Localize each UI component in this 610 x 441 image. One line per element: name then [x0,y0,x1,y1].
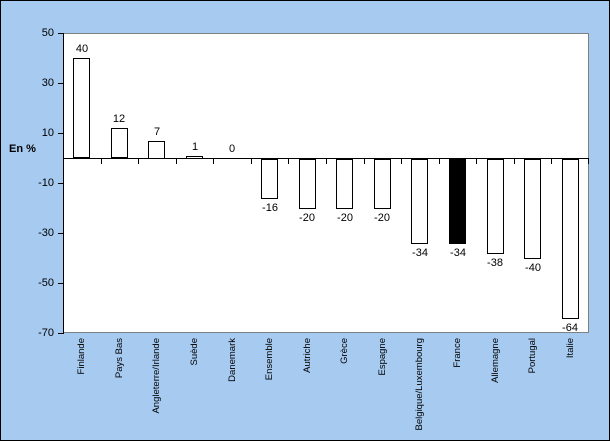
bar-france [449,159,466,244]
bar-value-label-pays-bas: 12 [112,113,126,125]
category-label-cell-ensemble: Ensemble [251,338,289,440]
category-label-belgique-luxembourg: Belgique/Luxembourg [414,338,426,431]
x-axis-tick [588,158,589,164]
y-axis-tick [58,233,63,234]
y-axis-tick-label: -70 [38,327,54,339]
category-label-portugal: Portugal [527,338,539,374]
bar-allemagne [487,159,504,254]
x-axis-tick [213,158,214,164]
category-label-cell-suede: Suède [176,338,214,440]
x-axis-tick [251,158,252,164]
bar-pays-bas [111,128,128,158]
bar-value-label-ensemble: -16 [262,202,278,214]
category-label-allemagne: Allemagne [489,338,501,383]
bar-grece [336,159,353,209]
bar-value-label-finlande: 40 [75,43,89,55]
category-axis-labels: Finlande Pays Bas Angleterre/Irlande Suède D… [63,338,589,440]
y-axis-tick-label: 10 [41,127,54,139]
category-label-cell-angleterre-irlande: Angleterre/Irlande [138,338,176,440]
bar-finlande [73,58,90,158]
category-label-italie: Italie [564,338,576,359]
y-axis-tick [58,183,63,184]
category-label-cell-belgique-luxembourg: Belgique/Luxembourg [401,338,439,440]
bar-value-label-angleterre-irlande: 7 [153,126,161,138]
bar-value-label-suede: 1 [191,141,199,153]
category-label-cell-finlande: Finlande [63,338,101,440]
y-axis-tick-label: -30 [38,227,54,239]
bar-value-label-france: -34 [450,247,466,259]
x-axis-tick [476,158,477,164]
bar-belgique-luxembourg [411,159,428,244]
category-label-cell-autriche: Autriche [288,338,326,440]
bar-value-label-autriche: -20 [299,212,315,224]
bar-value-label-portugal: -40 [525,262,541,274]
category-label-cell-espagne: Espagne [364,338,402,440]
bar-angleterre-irlande [148,141,165,159]
category-label-finlande: Finlande [76,338,88,375]
category-label-cell-pays-bas: Pays Bas [101,338,139,440]
x-axis-tick [63,158,64,164]
category-label-ensemble: Ensemble [264,338,276,381]
bar-suede [186,156,203,159]
category-label-pays-bas: Pays Bas [113,338,125,379]
x-axis-tick [101,158,102,164]
bar-value-label-danemark: 0 [228,143,236,155]
y-axis-tick [58,33,63,34]
category-label-suede: Suède [189,338,201,366]
plot-area [63,33,589,333]
category-label-autriche: Autriche [301,338,313,373]
x-axis-tick [514,158,515,164]
y-axis-tick [58,333,63,334]
x-axis-tick [551,158,552,164]
x-axis-tick [326,158,327,164]
category-label-cell-portugal: Portugal [514,338,552,440]
y-axis-tick-label: -10 [38,177,54,189]
category-label-cell-france: France [439,338,477,440]
category-label-danemark: Danemark [226,338,238,382]
category-label-angleterre-irlande: Angleterre/Irlande [151,338,163,414]
bar-value-label-allemagne: -38 [487,257,503,269]
x-axis-tick [288,158,289,164]
bar-ensemble [261,159,278,199]
y-axis-tick-label: 50 [41,27,54,39]
y-axis-line [63,33,64,334]
bar-espagne [374,159,391,209]
category-label-grece: Grèce [339,338,351,364]
bar-value-label-belgique-luxembourg: -34 [412,247,428,259]
y-axis-tick-label: -50 [38,277,54,289]
y-axis-title: En % [9,143,36,155]
x-axis-tick [364,158,365,164]
y-axis-tick [58,283,63,284]
x-axis-tick [401,158,402,164]
x-axis-tick [138,158,139,164]
category-label-espagne: Espagne [376,338,388,376]
bar-italie [562,159,579,319]
category-label-france: France [452,338,464,368]
y-axis-tick-label: 30 [41,77,54,89]
bar-autriche [299,159,316,209]
y-axis-tick [58,83,63,84]
bar-value-label-italie: -64 [562,322,578,334]
category-label-cell-danemark: Danemark [213,338,251,440]
category-label-cell-italie: Italie [552,338,590,440]
bar-value-label-espagne: -20 [374,212,390,224]
category-label-cell-allemagne: Allemagne [476,338,514,440]
bar-portugal [524,159,541,259]
x-axis-tick [439,158,440,164]
category-label-cell-grece: Grèce [326,338,364,440]
x-axis-tick [176,158,177,164]
y-axis-tick [58,133,63,134]
bar-value-label-grece: -20 [337,212,353,224]
